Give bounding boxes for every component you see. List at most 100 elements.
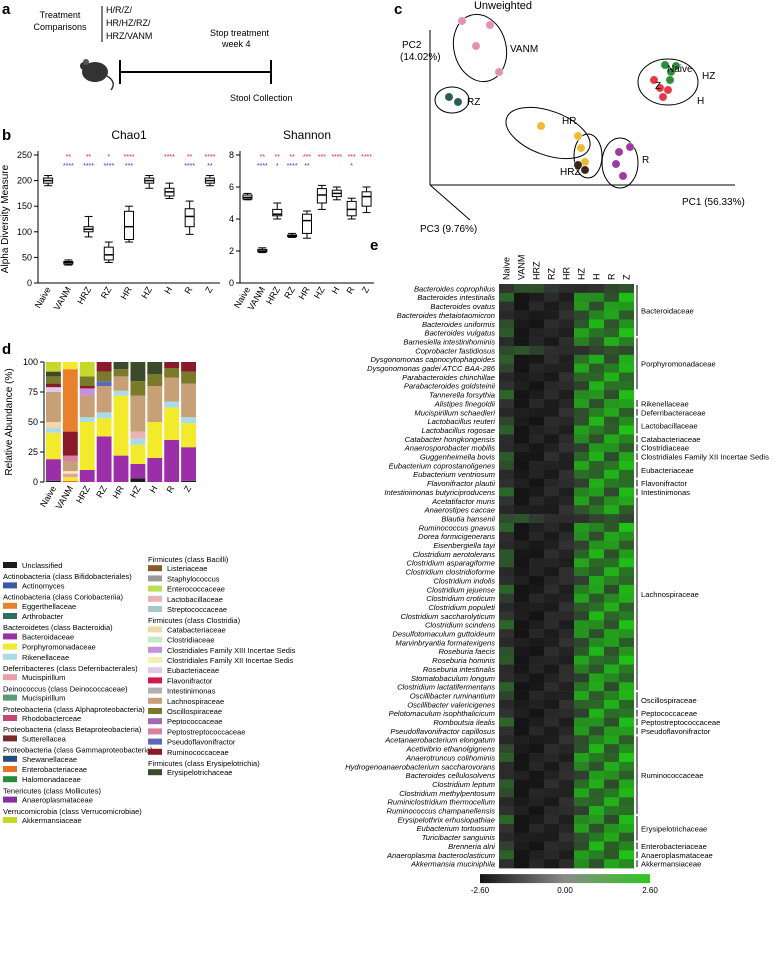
heatmap-row-label: Catabacter hongkongensis <box>405 435 496 444</box>
panel-label-c: c <box>394 1 402 18</box>
bar-segment <box>62 477 78 481</box>
heatmap-cell <box>544 744 559 754</box>
legend-item: Pseudoflavonifractor <box>167 738 236 747</box>
family-label: Enterobacteriaceae <box>641 842 707 851</box>
heatmap-cell <box>499 770 514 780</box>
legend-item: Clostridiales Family XII Incertae Sedis <box>167 656 294 665</box>
heatmap-cell <box>559 797 574 807</box>
heatmap-row-label: Clostridium indolis <box>433 576 495 585</box>
legend-header: Firmicutes (class Erysipelotrichia) <box>148 759 260 768</box>
heatmap-cell <box>559 646 574 656</box>
heatmap-cell <box>604 611 619 621</box>
legend-item: Arthrobacter <box>22 612 64 621</box>
heatmap-cell <box>559 319 574 329</box>
heatmap-cell <box>619 646 634 656</box>
comparison-2: HR/HZ/RZ/ <box>106 18 151 28</box>
heatmap-row-label: Clostridium jejuense <box>427 585 495 594</box>
heatmap-cell <box>514 611 529 621</box>
legend-swatch <box>3 755 17 762</box>
heatmap-cell <box>589 770 604 780</box>
x-tick-label: HZ <box>312 285 327 301</box>
heatmap-cell <box>544 496 559 506</box>
heatmap-cell <box>619 452 634 462</box>
heatmap-row-label: Parabacteroides chinchillae <box>402 373 495 382</box>
legend-item: Clostridiales Family XIII Incertae Sedis <box>167 646 296 655</box>
legend-swatch <box>148 738 162 745</box>
heatmap-cell <box>499 505 514 515</box>
heatmap-cell <box>514 797 529 807</box>
box <box>184 208 195 228</box>
heatmap-cell <box>574 372 589 382</box>
heatmap-cell <box>529 726 544 736</box>
heatmap-cell <box>604 602 619 612</box>
heatmap-cell <box>514 753 529 763</box>
comparison-3: HRZ/VANM <box>106 31 152 41</box>
heatmap-cell <box>604 363 619 373</box>
heatmap-cell <box>589 505 604 515</box>
heatmap-cell <box>529 407 544 418</box>
heatmap-cell <box>544 363 559 373</box>
heatmap-row-label: Clostridium clostridioforme <box>406 568 495 577</box>
heatmap-cell <box>544 399 559 409</box>
group-label: Z <box>655 81 661 92</box>
sig-blue: **** <box>184 163 195 170</box>
heatmap-cell <box>514 664 529 674</box>
legend-swatch <box>148 585 162 592</box>
heatmap-cell <box>514 434 529 444</box>
legend-swatch <box>3 817 17 823</box>
x-tick-label: R <box>182 285 194 296</box>
heatmap-row-label: Eubacterium tortuosum <box>416 824 495 833</box>
y-tick-label: 6 <box>229 182 234 192</box>
heatmap-cell <box>544 797 559 807</box>
heatmap-cell <box>529 363 544 373</box>
heatmap-cell <box>589 629 604 639</box>
heatmap-cell <box>604 850 619 860</box>
heatmap-cell <box>619 788 634 798</box>
heatmap-cell <box>559 452 574 462</box>
group-label: HRZ <box>560 167 581 178</box>
heatmap-cell <box>574 549 589 559</box>
group-label: RZ <box>467 97 480 108</box>
heatmap-cell <box>619 416 634 426</box>
heatmap-cell <box>544 770 559 780</box>
heatmap-cell <box>619 638 634 648</box>
heatmap-cell <box>604 425 619 435</box>
pc2-label-pct: (14.02%) <box>400 52 441 63</box>
heatmap-row-label: Tannerella forsythia <box>429 391 495 400</box>
pcoa-plot: Unweighted PC2(14.02%) PC3 (9.76%) PC1 (56.… <box>400 0 745 235</box>
bar-segment <box>164 407 180 440</box>
heatmap-cell <box>514 717 529 727</box>
heatmap-cell <box>514 691 529 701</box>
heatmap-cell <box>529 576 544 586</box>
heatmap-cell <box>544 655 559 665</box>
heatmap-cell <box>544 337 559 347</box>
heatmap-cell <box>499 443 514 453</box>
legend-item: Listeriaceae <box>167 564 207 573</box>
heatmap-cell <box>574 859 589 869</box>
heatmap-cell <box>589 399 604 409</box>
bar-segment <box>181 447 196 481</box>
legend-item: Intestinimonas <box>167 687 216 696</box>
sig-red: **** <box>204 154 215 161</box>
heatmap-cell <box>499 558 514 568</box>
heatmap-cell <box>574 505 589 515</box>
legend-swatch <box>148 667 162 674</box>
sig-red: ** <box>187 154 193 161</box>
heatmap-cell <box>619 753 634 763</box>
legend-swatch <box>3 766 17 772</box>
family-label: Clostridiaceae <box>641 444 689 453</box>
heatmap-cell <box>604 558 619 568</box>
bar-segment <box>79 422 95 470</box>
x-tick-label: HR <box>111 484 126 501</box>
heatmap-cell <box>529 620 544 630</box>
heatmap-cell <box>499 301 514 311</box>
heatmap-row-label: Clostridium croticum <box>426 594 495 603</box>
heatmap-cell <box>589 434 604 444</box>
bar-segment <box>96 436 112 482</box>
heatmap-cell <box>574 567 589 577</box>
heatmap-cell <box>544 761 559 772</box>
pcoa-point <box>485 20 495 30</box>
heatmap-cell <box>619 399 634 409</box>
heatmap-cell <box>529 646 544 656</box>
